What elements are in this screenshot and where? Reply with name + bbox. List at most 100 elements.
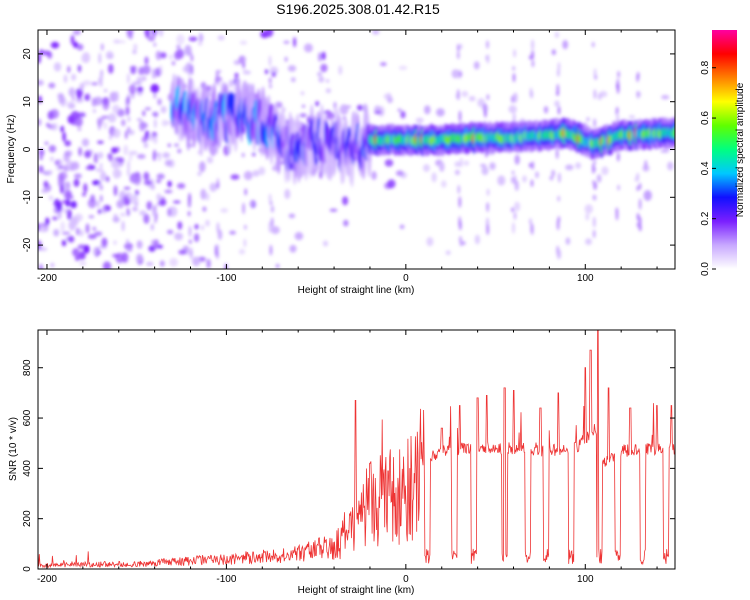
spectrogram-cell xyxy=(153,42,157,47)
spectrogram-cell xyxy=(38,165,44,173)
spectrogram-cell xyxy=(585,238,592,246)
x-tick-label: 0 xyxy=(403,273,409,284)
spectrogram-cell xyxy=(61,231,71,235)
spectrogram-cell xyxy=(592,229,596,239)
spectrogram-cell xyxy=(83,244,90,254)
y-tick-label: -20 xyxy=(22,237,33,252)
spectrogram-cell xyxy=(439,161,445,172)
spectrogram-cell xyxy=(615,106,619,114)
x-tick-label: 100 xyxy=(577,574,594,585)
spectrogram-cell xyxy=(69,166,75,171)
spectrogram-cell xyxy=(70,110,80,120)
spectrogram-cell xyxy=(555,150,559,159)
spectrogram-cell xyxy=(48,145,57,153)
spectrogram-cell xyxy=(105,51,114,60)
spectrogram-cell xyxy=(258,166,266,176)
spectrogram-cell xyxy=(436,108,445,117)
spectrogram-cell xyxy=(48,82,56,89)
spectrogram-cell xyxy=(76,43,84,51)
spectrogram-cell xyxy=(159,52,167,59)
spectrogram-cell xyxy=(41,50,51,56)
spectrogram-cell xyxy=(458,110,462,123)
spectrogram-cell xyxy=(172,200,181,204)
spectrogram-cell xyxy=(461,90,469,98)
spectrogram-cell xyxy=(112,253,120,258)
spectrogram-cell xyxy=(127,247,133,253)
spectrogram-cell xyxy=(81,138,90,147)
spectrogram-cell xyxy=(556,218,560,231)
spectrogram-cell xyxy=(167,207,172,217)
spectrogram-cell xyxy=(317,71,323,77)
spectrogram-cell xyxy=(200,225,205,231)
spectrogram-cell xyxy=(459,157,463,168)
y-tick-label: 0 xyxy=(22,566,33,572)
spectrogram-cell xyxy=(485,55,489,61)
spectrogram-cell xyxy=(508,105,517,114)
spectrogram-cell xyxy=(636,172,640,180)
spectrogram-cell xyxy=(468,96,476,102)
spectrogram-cell xyxy=(638,198,642,210)
spectrogram-cell xyxy=(188,192,192,202)
spectrogram-cell xyxy=(299,113,307,118)
spectrogram-cell xyxy=(158,198,167,206)
spectrogram-cell xyxy=(325,88,332,94)
snr-ticks: -200 -100 0 100 0 200 400 600 800 xyxy=(22,330,675,585)
spectrogram-cell xyxy=(486,94,490,101)
spectrogram-cell xyxy=(154,238,158,249)
spectrogram-cell xyxy=(96,200,100,208)
spectrogram-cell xyxy=(68,87,76,97)
spectrogram-cell xyxy=(424,105,431,115)
spectrogram-cell xyxy=(188,225,192,238)
spectrogram-cell xyxy=(459,242,463,247)
spectrogram-cell xyxy=(58,93,65,104)
colorbar-ticks: 0.0 0.2 0.4 0.6 0.8 xyxy=(700,60,716,276)
spectrogram-cell xyxy=(108,153,113,162)
spectrogram-cell xyxy=(512,112,516,124)
x-tick-label: 100 xyxy=(577,273,594,284)
y-tick-label: 10 xyxy=(22,96,33,108)
spectrogram-cell xyxy=(271,71,277,78)
colorbar-tick-label: 0.6 xyxy=(700,111,711,125)
spectrogram-cell xyxy=(136,118,143,122)
spectrogram-cell xyxy=(557,195,561,202)
spectrogram-cell xyxy=(206,258,211,269)
spectrogram-cell xyxy=(113,214,118,218)
spectrogram-cell xyxy=(643,190,652,201)
spectrogram-cell xyxy=(146,201,153,211)
spectrogram-cell xyxy=(243,68,246,75)
spectrogram-cell xyxy=(137,154,146,159)
spectrogram-cell xyxy=(300,91,305,96)
spectrogram-cell xyxy=(531,50,534,61)
spectrogram-cell xyxy=(97,151,104,159)
spectrogram-cell xyxy=(220,208,229,213)
spectrogram-cell xyxy=(486,40,489,49)
spectrogram-cell xyxy=(101,206,107,214)
spectrogram-cell xyxy=(102,99,110,111)
spectrogram-cell xyxy=(244,70,251,75)
spectrogram-cell xyxy=(156,173,165,180)
spectrogram-cell xyxy=(157,98,162,106)
spectrogram-ridge-cell xyxy=(672,127,675,139)
spectrogram-cell xyxy=(638,182,642,190)
spectrogram-cell xyxy=(512,73,516,83)
spectrogram-cell xyxy=(38,95,42,104)
spectrogram-cell xyxy=(268,55,272,67)
spectrogram-cell xyxy=(456,89,460,101)
spectrogram-cell xyxy=(325,79,330,83)
spectrogram-cell xyxy=(320,63,328,73)
spectrogram-cell xyxy=(194,233,200,243)
spectrogram-cell xyxy=(176,183,186,189)
spectrogram-cell xyxy=(113,39,120,44)
spectrogram-cell xyxy=(318,76,325,83)
spectrogram-cell xyxy=(90,165,96,170)
spectrogram-cell xyxy=(102,261,112,269)
colorbar-tick-label: 0.0 xyxy=(700,262,711,276)
spectrogram-cell xyxy=(117,157,125,164)
spectrogram-cell xyxy=(61,239,67,247)
spectrogram-cell xyxy=(177,148,182,154)
spectrogram-cell xyxy=(113,240,117,245)
spectrogram-cell xyxy=(127,116,131,123)
spectrogram-cell xyxy=(114,91,119,102)
spectrogram-cell xyxy=(139,210,147,216)
spectrogram-cell xyxy=(150,83,160,93)
